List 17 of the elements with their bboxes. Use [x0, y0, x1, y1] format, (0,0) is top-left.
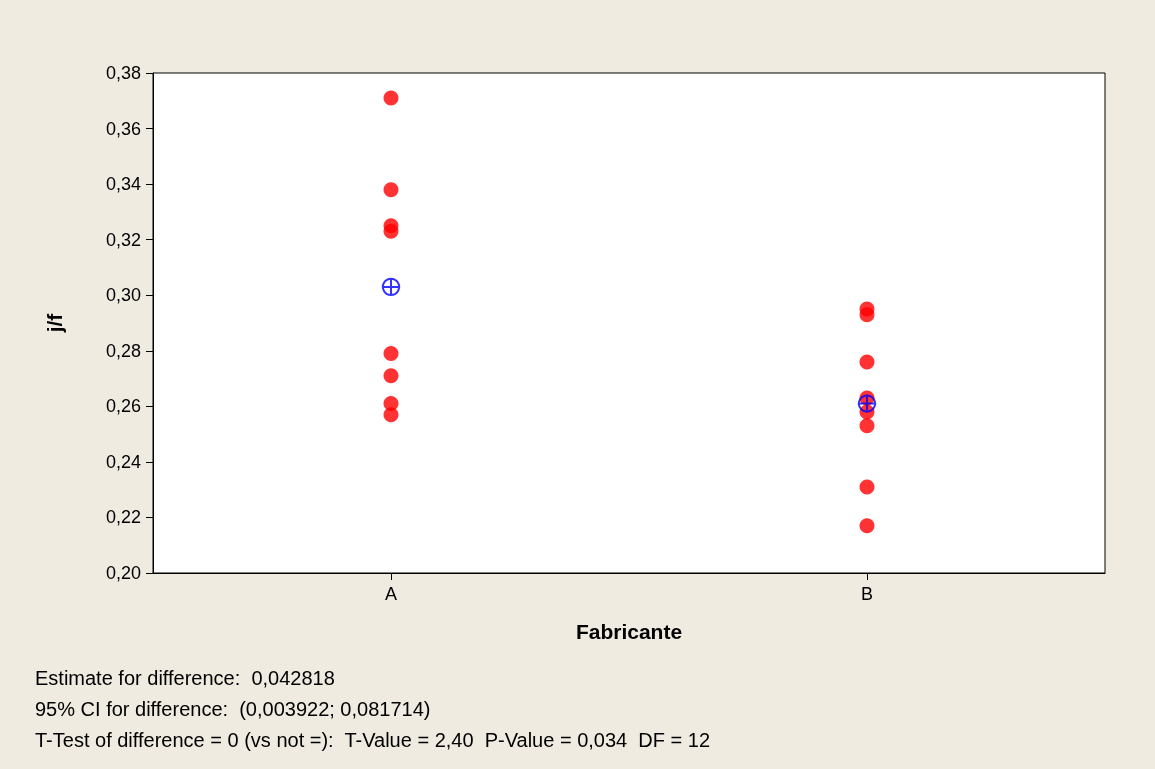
y-axis-title: j/f [43, 312, 66, 334]
y-tick-label: 0,34 [105, 174, 141, 195]
y-tick-label: 0,24 [105, 451, 141, 472]
x-tick-label: A [384, 584, 398, 604]
text: T-Test of difference = 0 (vs not =): T-Value = 2,40 P-Value = 0,034 DF = 12 [35, 729, 711, 751]
y-tick-label: 0,38 [105, 63, 141, 83]
y-tick-label: 0,36 [105, 118, 141, 139]
y-tick-label: 0,26 [105, 396, 141, 417]
y-tick-label: 0,30 [105, 285, 141, 306]
y-tick-label: 0,32 [105, 229, 141, 250]
x-tick-label: B [860, 584, 874, 604]
text: Estimate for difference: 0,042818 [35, 667, 335, 689]
y-tick-label: 0,28 [105, 340, 141, 361]
text: 95% CI for difference: (0,003922; 0,081714) [35, 698, 431, 720]
y-tick-label: 0,20 [105, 563, 141, 583]
x-axis-title: Fabricante [575, 620, 683, 643]
y-tick-label: 0,22 [105, 507, 141, 528]
